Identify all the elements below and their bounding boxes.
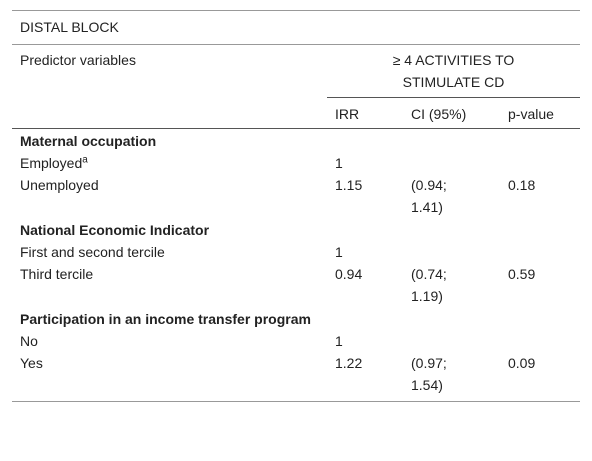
data-row: Employeda 1 xyxy=(12,152,580,174)
label-text: Third tercile xyxy=(20,266,94,282)
footnote-marker: a xyxy=(82,154,88,166)
row-label: First and second tercile xyxy=(12,241,327,263)
label-text: No xyxy=(20,333,38,349)
row-label: Third tercile xyxy=(12,263,327,307)
irr-cell: 1 xyxy=(335,333,343,349)
label-text: First and second tercile xyxy=(20,244,165,260)
ci-cell: (0.97; 1.54) xyxy=(411,355,447,393)
p-cell: 0.18 xyxy=(508,177,536,193)
ci-cell xyxy=(403,330,500,352)
header-row: Predictor variables ≥ 4 ACTIVITIES TO ST… xyxy=(12,44,580,98)
table-title: DISTAL BLOCK xyxy=(12,10,580,45)
predictor-header: Predictor variables xyxy=(20,52,136,68)
row-label: Employeda xyxy=(12,152,327,174)
p-cell xyxy=(500,330,580,352)
label-text: Unemployed xyxy=(20,177,99,193)
p-cell: 0.59 xyxy=(508,266,536,282)
data-row: Third tercile 0.94 (0.74; 1.19) 0.59 xyxy=(12,263,580,307)
table-head: DISTAL BLOCK Predictor variables ≥ 4 ACT… xyxy=(12,10,580,129)
row-label: No xyxy=(12,330,327,352)
irr-cell: 1.22 xyxy=(335,355,363,371)
section-row: Participation in an income transfer prog… xyxy=(12,307,580,330)
column-header: CI (95%) xyxy=(411,106,467,122)
label-text: Yes xyxy=(20,355,43,371)
data-row: Yes 1.22 (0.97; 1.54) 0.09 xyxy=(12,352,580,402)
group-header: ≥ 4 ACTIVITIES TO STIMULATE CD xyxy=(327,44,580,98)
section-heading: Maternal occupation xyxy=(20,133,157,149)
ci-cell xyxy=(403,152,500,174)
p-cell: 0.09 xyxy=(508,355,536,371)
p-cell xyxy=(500,152,580,174)
ci-cell xyxy=(403,241,500,263)
irr-cell: 1.15 xyxy=(335,177,363,193)
irr-cell: 1 xyxy=(335,244,343,260)
ci-cell: (0.74; 1.19) xyxy=(411,266,447,304)
column-header: p-value xyxy=(508,106,554,122)
results-table: DISTAL BLOCK Predictor variables ≥ 4 ACT… xyxy=(12,10,580,402)
data-row: No 1 xyxy=(12,330,580,352)
column-header: IRR xyxy=(335,106,360,122)
data-row: Unemployed 1.15 (0.94; 1.41) 0.18 xyxy=(12,174,580,218)
section-row: Maternal occupation xyxy=(12,129,580,153)
irr-cell: 0.94 xyxy=(335,266,363,282)
section-heading: Participation in an income transfer prog… xyxy=(20,311,311,327)
section-heading: National Economic Indicator xyxy=(20,222,210,238)
title-row: DISTAL BLOCK xyxy=(12,10,580,45)
row-label: Yes xyxy=(12,352,327,402)
table-body: Maternal occupation Employeda 1 Unemployed 1… xyxy=(12,129,580,402)
row-label: Unemployed xyxy=(12,174,327,218)
label-text: Employed xyxy=(20,155,83,171)
p-cell xyxy=(500,241,580,263)
irr-cell: 1 xyxy=(335,155,343,171)
section-row: National Economic Indicator xyxy=(12,218,580,241)
data-row: First and second tercile 1 xyxy=(12,241,580,263)
ci-cell: (0.94; 1.41) xyxy=(411,177,447,215)
